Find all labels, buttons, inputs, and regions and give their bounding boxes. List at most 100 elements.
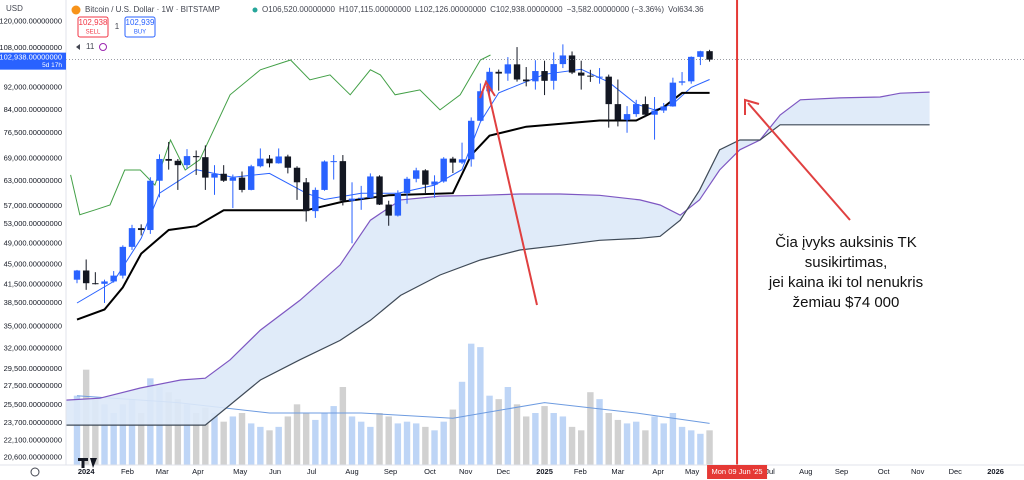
- candle-body: [119, 246, 127, 276]
- volume-bar: [559, 416, 567, 465]
- candle-body: [165, 158, 172, 161]
- candle-body: [101, 281, 108, 284]
- spread: 1: [115, 22, 120, 31]
- candle-body: [376, 176, 383, 205]
- buy-button[interactable]: [124, 16, 156, 38]
- volume-bar: [174, 399, 182, 465]
- y-tick-label: 45,000.00000000: [4, 259, 62, 268]
- volume-bar: [458, 381, 466, 465]
- candle-body: [348, 198, 356, 201]
- candle-body: [412, 170, 420, 179]
- volume-bar: [339, 387, 347, 465]
- volume-bar: [513, 404, 521, 465]
- volume-bar: [367, 426, 374, 465]
- x-tick-label: Feb: [121, 467, 134, 476]
- y-tick-label: 25,500.00000000: [4, 400, 62, 409]
- candle-body: [330, 161, 337, 163]
- x-tick-label: Nov: [459, 467, 473, 476]
- candle-body: [678, 81, 686, 83]
- candle-body: [238, 177, 246, 190]
- candle-body: [247, 166, 255, 190]
- volume-bar: [532, 413, 539, 465]
- candle-body: [293, 167, 301, 183]
- volume-bar: [550, 413, 557, 465]
- volume-bar: [385, 416, 392, 465]
- candle-body: [110, 275, 117, 282]
- x-tick-label: Sep: [384, 467, 397, 476]
- x-tick-label: Oct: [878, 467, 891, 476]
- volume-bar: [605, 413, 612, 465]
- candle-body: [357, 197, 365, 199]
- currency[interactable]: USD: [6, 4, 23, 13]
- candle-body: [403, 178, 411, 194]
- arrow: [747, 102, 851, 221]
- x-tick-label: Dec: [497, 467, 511, 476]
- volume-bar: [284, 416, 292, 465]
- x-tick-label: 2025: [536, 467, 553, 476]
- btc-icon: [71, 5, 81, 15]
- candle-body: [302, 182, 310, 212]
- candle-body: [522, 79, 530, 82]
- volume-bar: [669, 413, 677, 465]
- candle-body: [706, 51, 713, 60]
- volume-bar: [330, 406, 337, 465]
- volume-bar: [623, 423, 631, 465]
- candle-body: [192, 156, 200, 158]
- candle-body: [458, 159, 466, 163]
- y-tick-label: 84,000.00000000: [4, 105, 62, 114]
- candle-body: [275, 156, 282, 164]
- x-tick-label: Sep: [835, 467, 848, 476]
- x-tick-label: Oct: [424, 467, 437, 476]
- volume-bar: [422, 426, 429, 465]
- indicator-icon[interactable]: [99, 43, 107, 51]
- ohlc-value: −3,582.00000000 (−3.36%): [567, 5, 665, 14]
- y-tick-label: 22,100.00000000: [4, 435, 62, 444]
- settings-icon[interactable]: [30, 467, 40, 477]
- leading-span: [66, 124, 930, 426]
- buy-label: BUY: [134, 30, 146, 36]
- volume-bar: [202, 407, 209, 465]
- volume-bar: [220, 421, 227, 465]
- volume-bar: [247, 423, 255, 465]
- candle-body: [339, 161, 347, 201]
- leading-span: [65, 91, 930, 401]
- x-tick-label: Apr: [192, 467, 204, 476]
- candle-body: [92, 283, 99, 285]
- price-axis-bg: [0, 0, 66, 480]
- volume-bar: [403, 421, 411, 465]
- volume-bar: [229, 416, 237, 465]
- candle-body: [532, 71, 539, 82]
- candle-body: [513, 64, 521, 80]
- y-tick-label: 108,000.00000000: [0, 43, 62, 52]
- volume-bar: [266, 430, 273, 465]
- symbol[interactable]: Bitcoin / U.S. Dollar · 1W · BITSTAMP: [85, 5, 220, 14]
- plot-area: [65, 0, 1024, 465]
- price-tag-countdown: 5d 17h: [42, 62, 62, 69]
- volume-bar: [293, 404, 301, 465]
- marker-tag: [707, 465, 768, 479]
- ohlc-value: Vol634.36: [668, 5, 704, 14]
- volume-bar: [697, 433, 704, 465]
- ohlc-value: O106,520.00000000: [262, 5, 336, 14]
- collapse-icon[interactable]: [76, 44, 80, 50]
- candle-body: [623, 114, 631, 120]
- y-tick-label: 32,000.00000000: [4, 344, 62, 353]
- x-tick-label: Mar: [156, 467, 169, 476]
- volume-bar: [596, 399, 603, 465]
- ohlc-value: L102,126.00000000: [415, 5, 487, 14]
- volume-bar: [165, 392, 172, 465]
- volume-bar: [275, 426, 282, 465]
- volume-bar: [128, 399, 136, 465]
- candle-body: [257, 158, 264, 167]
- x-tick-label: Jun: [269, 467, 281, 476]
- y-tick-label: 23,700.00000000: [4, 418, 62, 427]
- indicator-count[interactable]: 11: [86, 42, 95, 51]
- y-tick-label: 53,000.00000000: [4, 219, 62, 228]
- sell-button[interactable]: [77, 16, 109, 38]
- volume-bar: [633, 421, 640, 465]
- volume-bar: [449, 409, 457, 465]
- sell-label: SELL: [86, 30, 101, 36]
- x-tick-label: Apr: [652, 467, 664, 476]
- volume-bar: [642, 430, 649, 465]
- candle-body: [605, 76, 612, 105]
